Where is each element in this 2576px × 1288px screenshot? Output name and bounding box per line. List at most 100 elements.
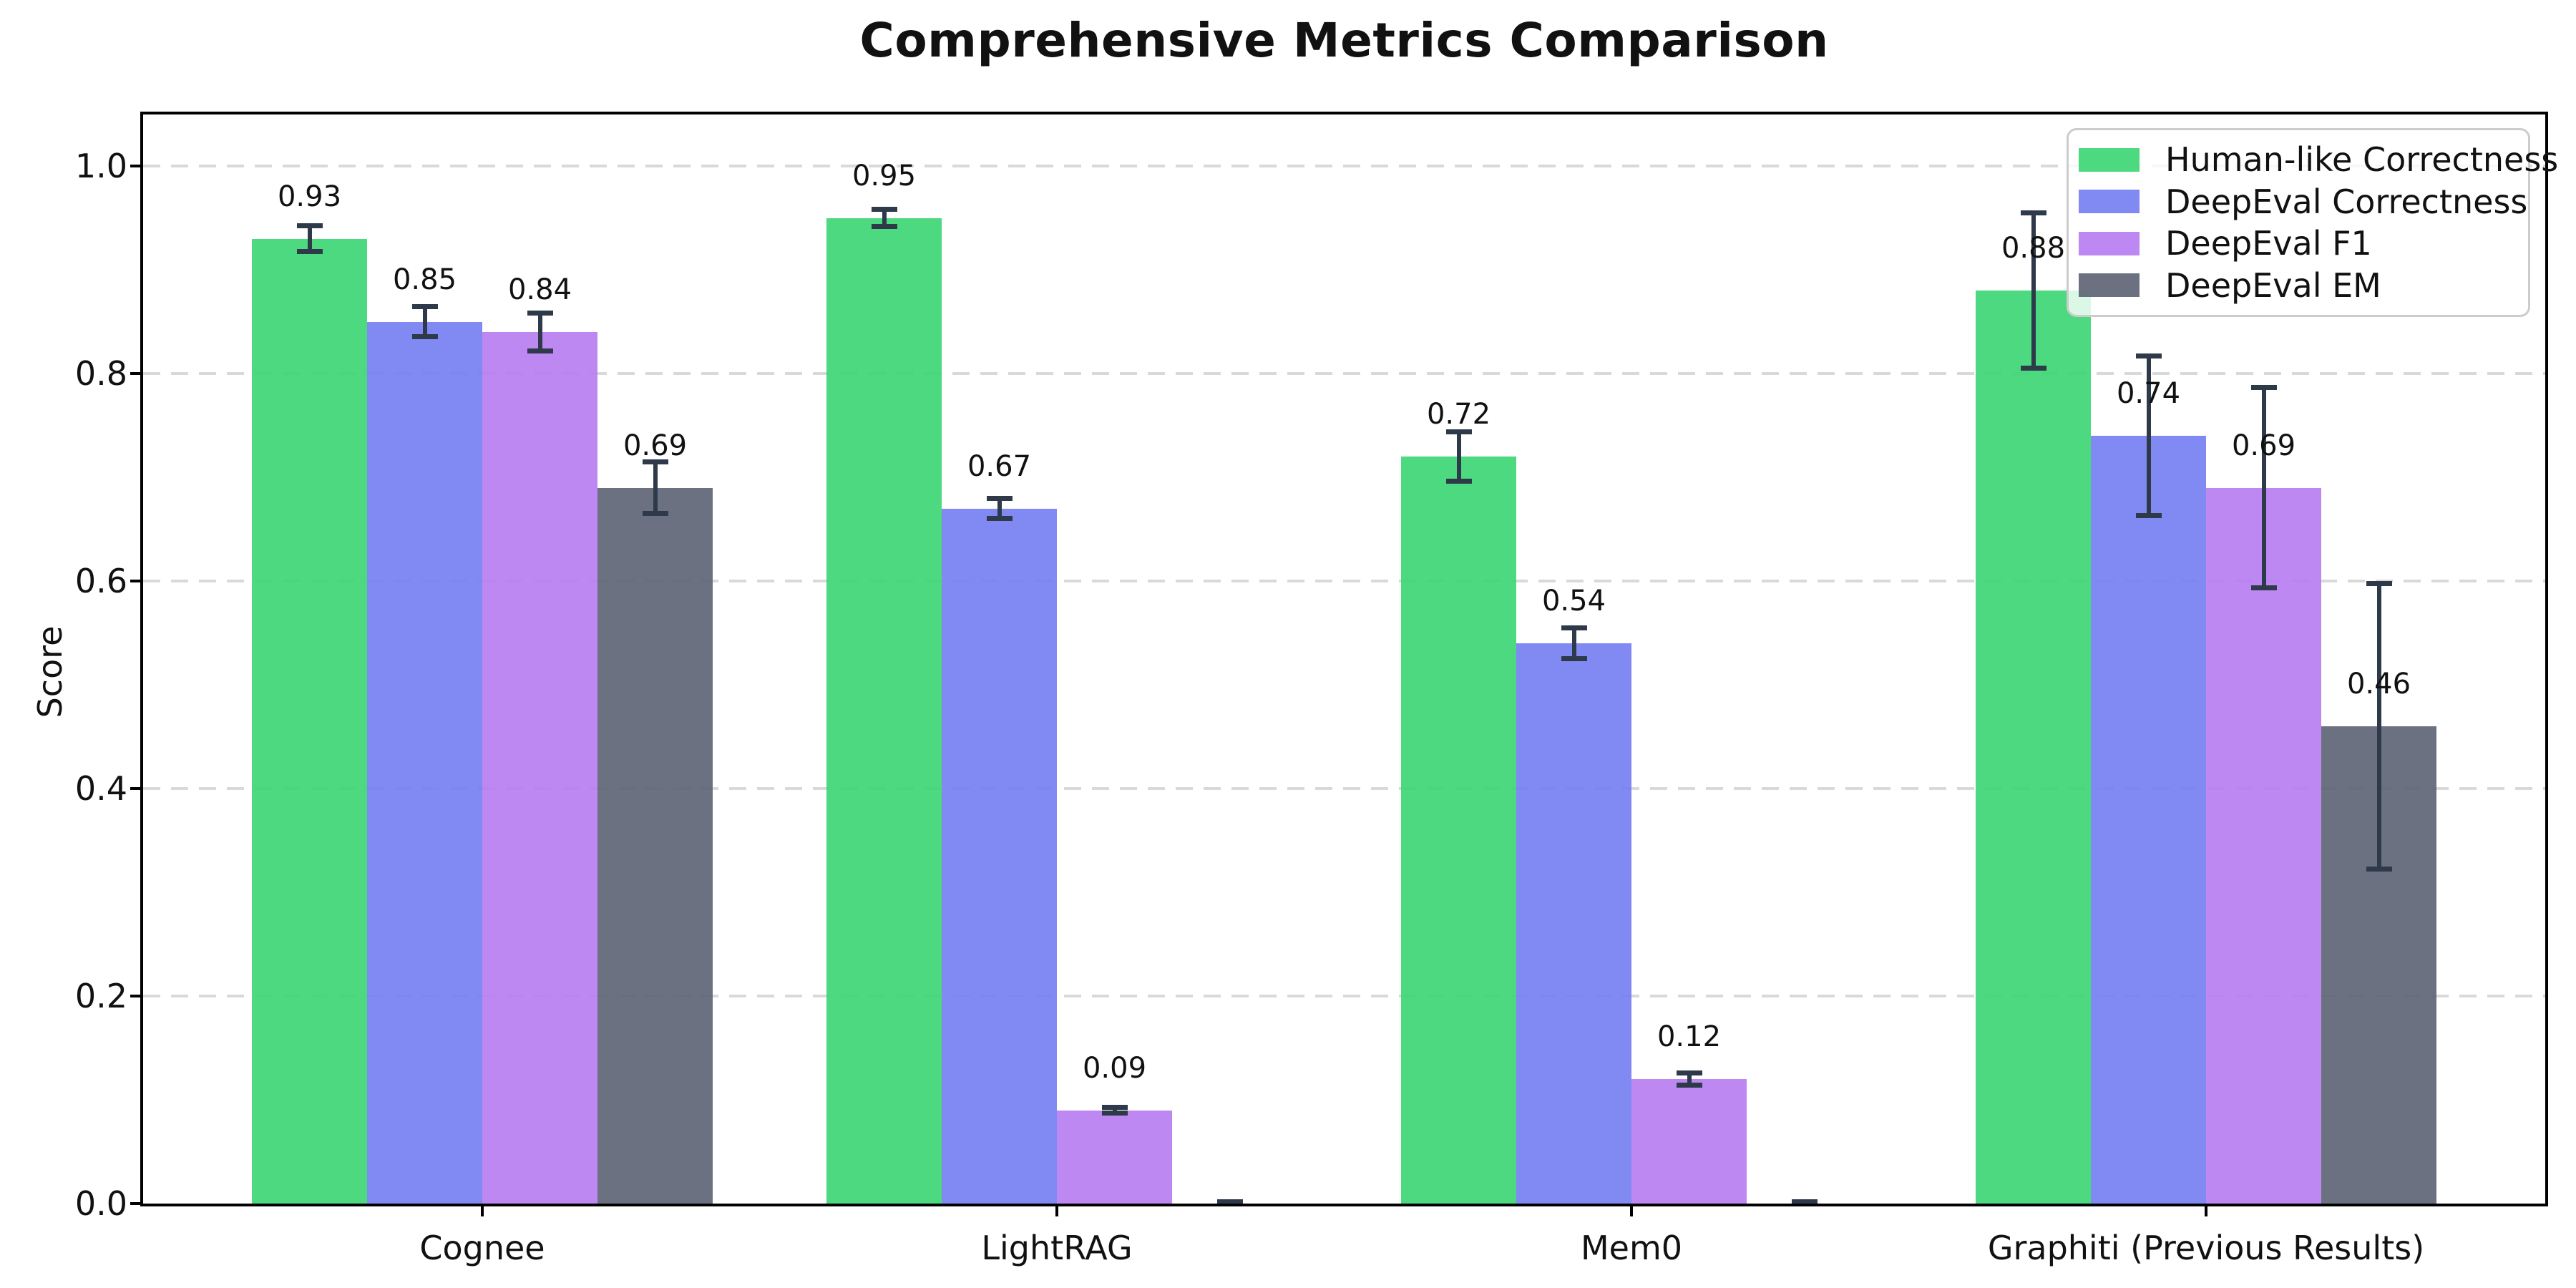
bar-deepeval-f1-3 [1631,1079,1747,1204]
legend-swatch [2079,231,2140,255]
bar-deepeval-correctness-4 [2091,436,2206,1204]
gridline [143,372,2545,375]
error-bar-cap [2020,210,2046,216]
error-bar-cap [642,510,668,516]
bar-human-like-correctness-4 [1976,291,2091,1204]
legend-row: Human-like Correctness [2079,140,2558,179]
y-tick-label: 0.2 [74,977,127,1015]
error-bar-cap [296,249,323,255]
error-bar-stem [2146,353,2151,518]
bar-value-label: 0.12 [1657,1020,1722,1053]
bar-human-like-correctness-1 [252,238,367,1204]
error-bar-cap [1101,1110,1128,1116]
y-tick-mark [130,1202,140,1205]
error-bar-cap [1676,1082,1702,1088]
bar-deepeval-correctness-1 [367,321,482,1204]
bar-value-label: 0.95 [852,159,917,192]
bar-human-like-correctness-3 [1401,457,1516,1204]
bar-value-label: 0.69 [623,429,688,462]
bar-deepeval-em-1 [597,487,713,1204]
error-bar-cap [2366,867,2392,872]
bar-value-label: 0.69 [2231,429,2296,462]
error-bar-stem [882,206,887,230]
y-tick-label: 0.6 [74,562,127,600]
bar-value-label: 0.85 [392,263,457,296]
error-bar-cap [2250,384,2277,390]
error-bar-stem [2031,210,2036,371]
legend-label: DeepEval EM [2165,265,2381,305]
error-bar-stem [1571,625,1576,661]
bar-value-label: 0.88 [2001,232,2066,265]
y-tick-label: 0.4 [74,769,127,808]
x-tick-mark [1630,1206,1633,1216]
legend-swatch [2079,190,2140,214]
bar-deepeval-correctness-3 [1516,643,1631,1204]
error-bar-cap [1101,1105,1128,1111]
bar-value-label: 0.54 [1541,585,1606,618]
legend-row: DeepEval EM [2079,266,2521,305]
bar-deepeval-correctness-2 [942,508,1057,1204]
legend-label: Human-like Correctness [2165,140,2559,180]
error-bar-cap [2366,581,2392,586]
error-bar-stem [1112,1105,1117,1116]
gridline [143,580,2545,582]
bar-value-label: 0.67 [967,449,1032,483]
x-tick-label: Cognee [419,1229,545,1267]
bar-value-label: 0.09 [1082,1051,1147,1085]
error-bar-cap [1561,655,1587,661]
bar-value-label: 0.84 [507,273,572,306]
error-bar-cap [296,223,323,228]
error-bar-cap [527,348,553,354]
legend-swatch [2079,147,2140,172]
bar-deepeval-f1-4 [2206,487,2321,1204]
y-tick-mark [130,165,140,167]
y-tick-mark [130,372,140,375]
error-bar-cap [2020,365,2046,371]
legend-row: DeepEval Correctness [2079,182,2527,221]
legend-swatch [2079,273,2140,298]
error-bar-cap [986,515,1013,521]
bar-value-label: 0.74 [2116,377,2181,410]
error-bar-stem [997,496,1002,521]
legend-row: DeepEval F1 [2079,224,2521,263]
error-bar-cap [2250,585,2277,591]
legend-label: DeepEval F1 [2165,224,2372,263]
error-bar-cap [1676,1070,1702,1076]
y-tick-label: 0.8 [74,354,127,393]
error-bar-stem [2261,384,2266,591]
x-tick-mark [2205,1206,2207,1216]
y-tick-label: 1.0 [74,147,127,185]
error-bar-cap [1791,1199,1818,1204]
error-bar-cap [1216,1199,1243,1204]
bar-value-label: 0.93 [277,180,342,213]
y-tick-mark [130,787,140,790]
chart-title: Comprehensive Metrics Comparison [859,13,1829,68]
error-bar-stem [1687,1070,1692,1088]
error-bar-cap [986,496,1013,502]
error-bar-cap [1445,478,1472,484]
bar-human-like-correctness-2 [826,218,942,1204]
error-bar-cap [642,459,668,465]
plot-area: 0.93 0.95 0.72 0.88 0.85 0.67 0.54 0.74 0.84 0.09… [140,112,2548,1206]
error-bar-cap [1561,625,1587,631]
bar-deepeval-f1-2 [1057,1110,1172,1204]
error-bar-cap [411,334,438,340]
x-tick-label: Mem0 [1580,1229,1683,1267]
y-tick-mark [130,995,140,997]
error-bar-cap [871,224,897,230]
gridline [143,995,2545,997]
x-tick-mark [1055,1206,1058,1216]
error-bar-cap [527,310,553,316]
error-bar-cap [2135,512,2162,518]
gridline [143,165,2545,167]
bar-deepeval-f1-1 [482,332,597,1204]
error-bar-stem [653,459,658,516]
y-tick-label: 0.0 [74,1184,127,1223]
error-bar-stem [2376,581,2381,872]
y-tick-mark [130,580,140,582]
legend: Human-like Correctness DeepEval Correctne… [2067,128,2558,317]
error-bar-cap [2135,353,2162,359]
error-bar-stem [422,303,427,340]
error-bar-cap [1445,429,1472,435]
error-bar-stem [537,310,542,354]
